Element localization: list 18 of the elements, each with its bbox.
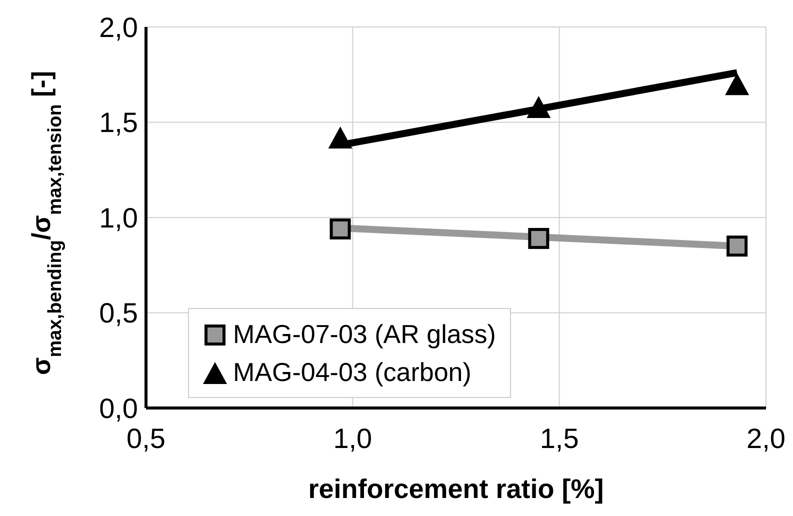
- x-tick-label: 0,5: [126, 422, 166, 454]
- legend-label: MAG-07-03 (AR glass): [233, 318, 496, 350]
- y-tick-label: 2,0: [99, 12, 138, 43]
- x-axis-title: reinforcement ratio [%]: [308, 474, 604, 504]
- legend-label: MAG-04-03 (carbon): [233, 356, 472, 388]
- point: [330, 218, 351, 240]
- y-tick-label: 0,0: [99, 392, 138, 424]
- point: [528, 228, 550, 249]
- point: [726, 236, 748, 257]
- point: [526, 96, 551, 118]
- point: [328, 126, 352, 148]
- y-tick-label: 1,0: [99, 202, 138, 234]
- y-tick-label: 1,5: [99, 107, 138, 138]
- point: [725, 73, 750, 96]
- y-tick-label: 0,5: [99, 298, 138, 329]
- x-tick-label: 1,0: [333, 422, 372, 454]
- x-tick-label: 2,0: [746, 422, 786, 454]
- x-tick-label: 1,5: [540, 422, 579, 454]
